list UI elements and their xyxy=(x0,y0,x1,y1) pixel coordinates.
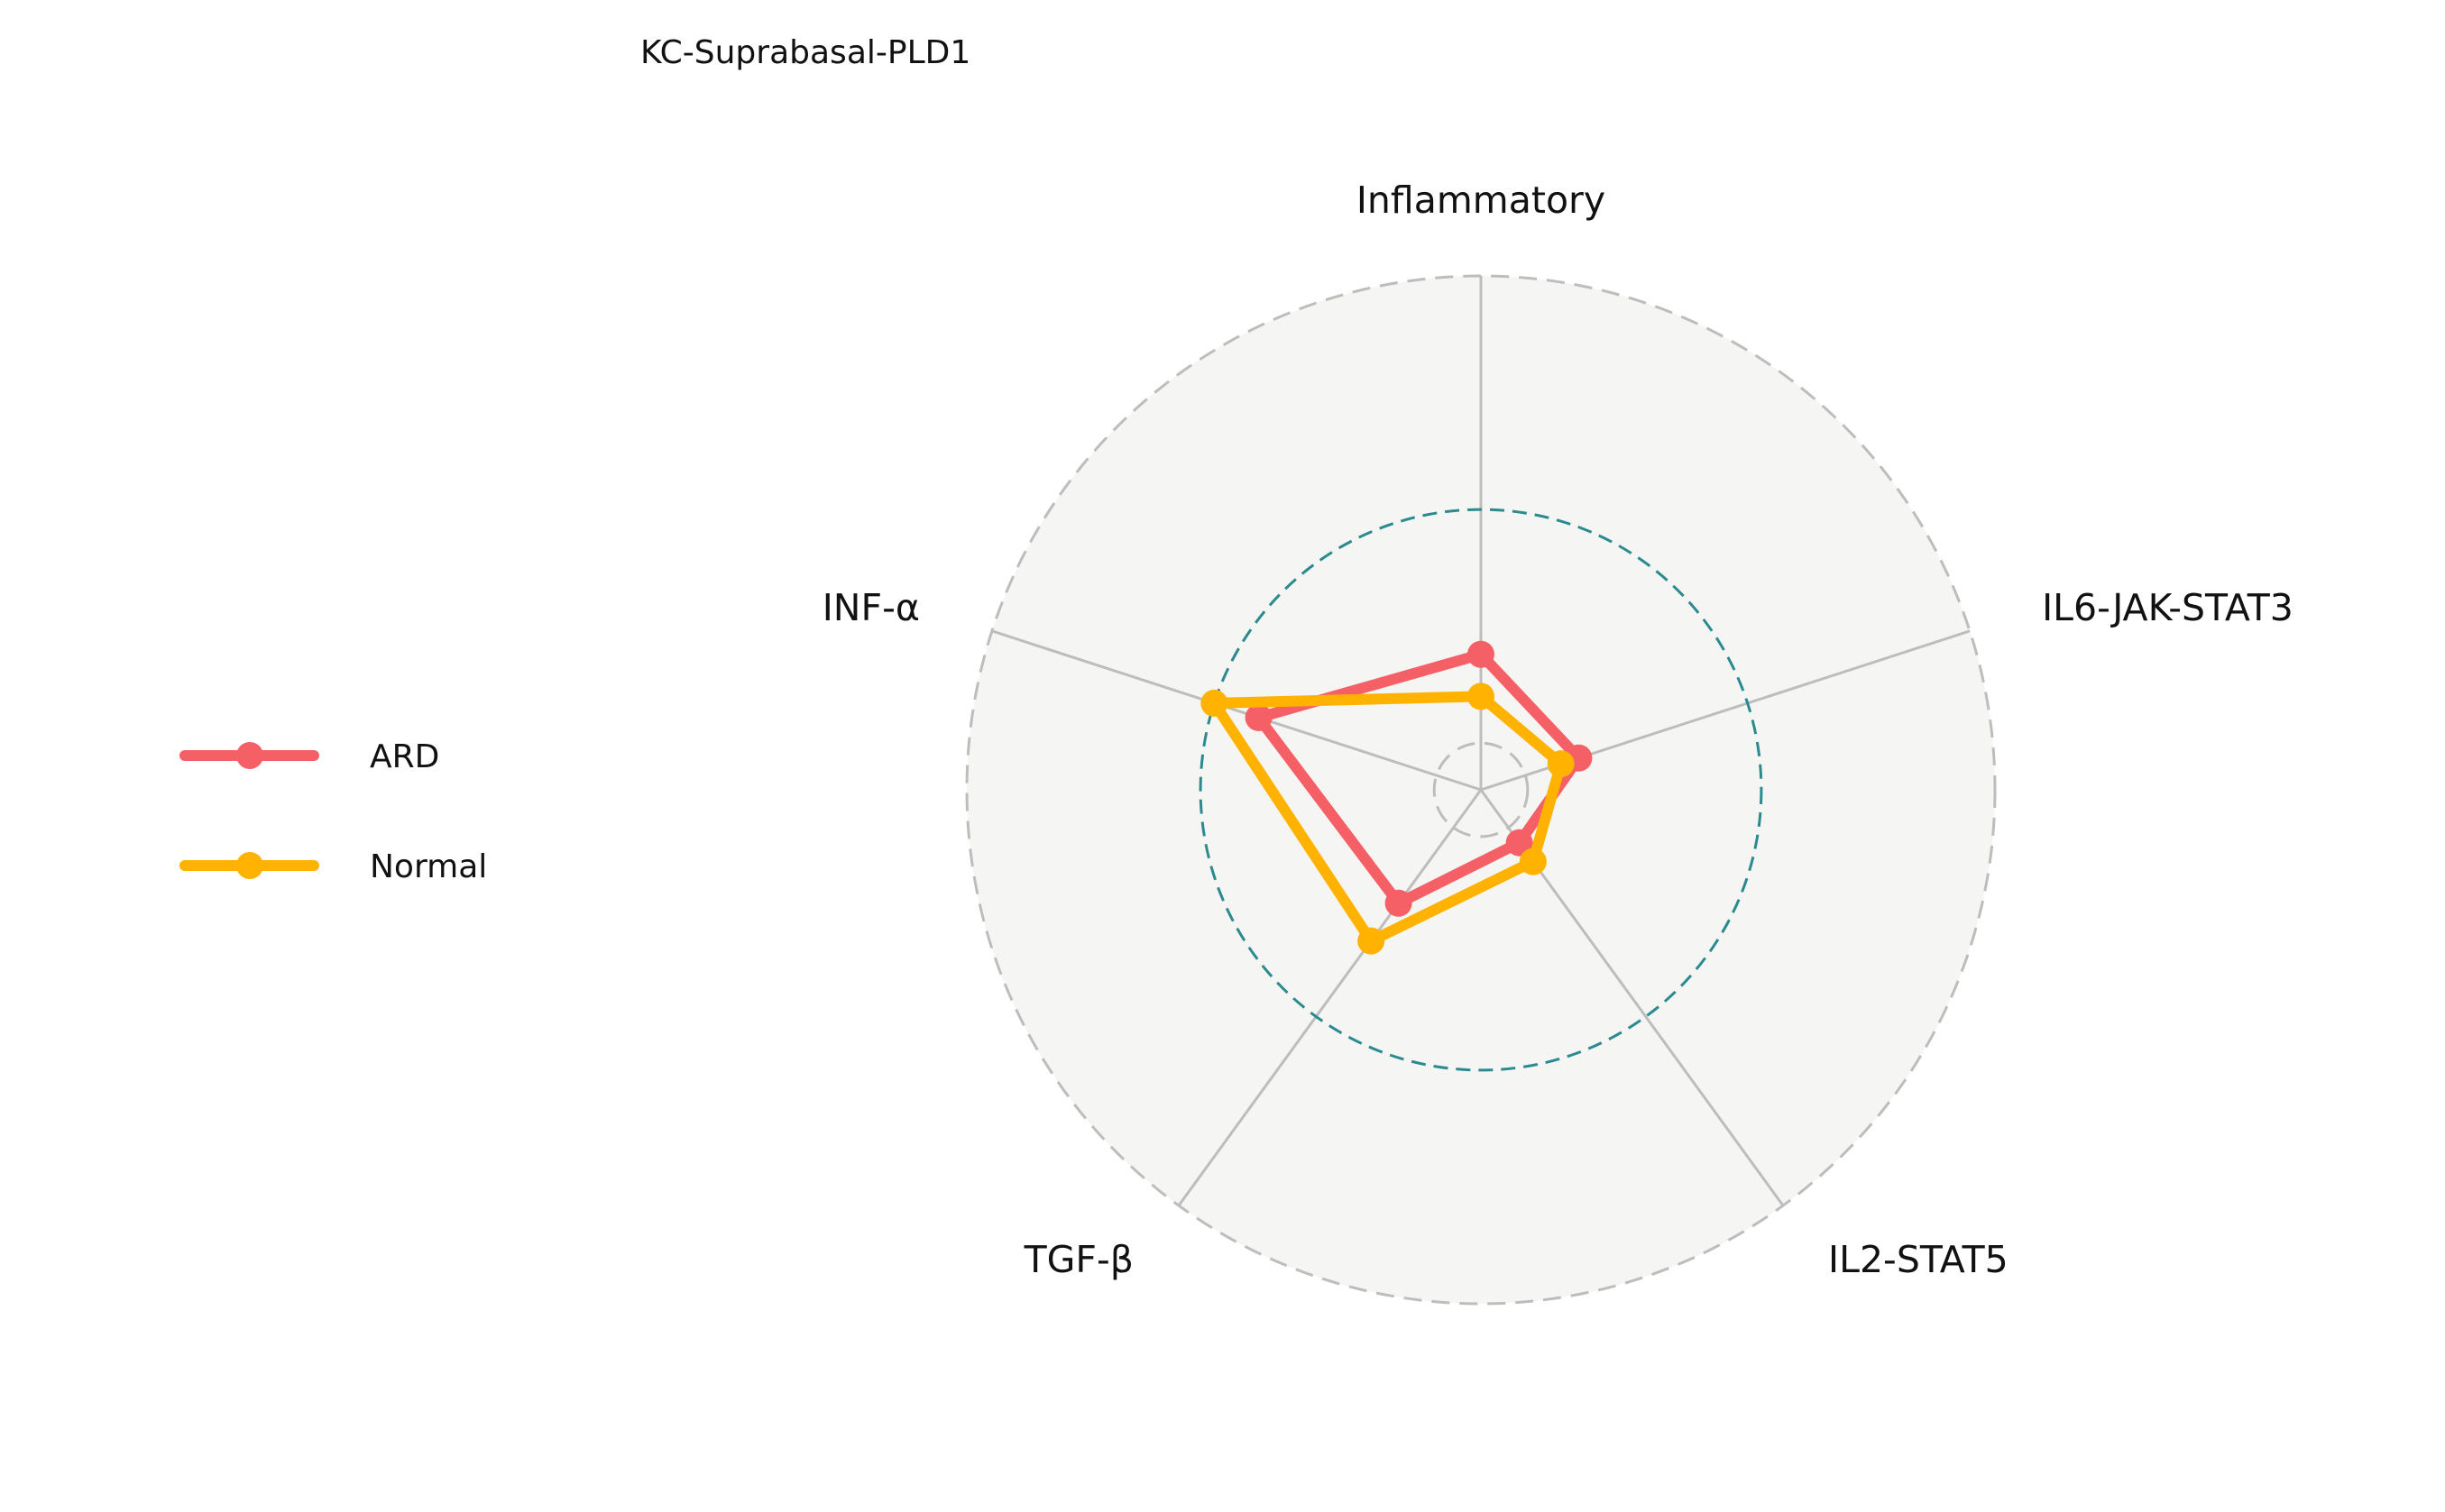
axis-label: IL2-STAT5 xyxy=(1828,1238,2008,1281)
plot-area: Inflammatory IL6-JAK-STAT3 IL2-STAT5 TGF-β I… xyxy=(823,179,2293,1306)
grid-ring xyxy=(1199,508,1763,1072)
grid-ring xyxy=(965,274,1997,1306)
axis-label: INF-α xyxy=(823,586,920,629)
series-point xyxy=(1357,927,1385,955)
series-point xyxy=(1467,640,1494,668)
series-point xyxy=(1200,689,1228,717)
axis-label: TGF-β xyxy=(1024,1238,1134,1281)
spoke-line xyxy=(1177,789,1483,1207)
grid-ring xyxy=(1432,741,1530,838)
series-point xyxy=(1519,848,1547,875)
series-point xyxy=(1547,750,1575,778)
legend-item-normal: Normal xyxy=(179,848,487,885)
axis-labels: Inflammatory IL6-JAK-STAT3 IL2-STAT5 TGF-β I… xyxy=(823,179,2293,1281)
series-line xyxy=(1209,691,1567,947)
series-layer xyxy=(1200,640,1593,955)
series-point xyxy=(1505,829,1533,857)
series-point xyxy=(1384,889,1412,917)
series-point xyxy=(1245,703,1273,731)
legend-label: ARD xyxy=(370,738,439,775)
spoke-line xyxy=(991,629,1482,792)
legend-item-ard: ARD xyxy=(179,738,439,775)
spokes xyxy=(991,276,1971,1207)
axis-label: Inflammatory xyxy=(1356,179,1605,222)
axis-label: IL6-JAK-STAT3 xyxy=(2042,586,2293,629)
grid-rings xyxy=(965,274,1997,1306)
legend-swatch-marker xyxy=(236,852,263,879)
chart-title: KC-Suprabasal-PLD1 xyxy=(640,34,970,71)
series-line xyxy=(1253,648,1585,909)
legend: ARD Normal xyxy=(179,738,487,885)
legend-label: Normal xyxy=(370,848,487,885)
series-point xyxy=(1467,683,1494,710)
legend-swatch-marker xyxy=(236,742,263,769)
